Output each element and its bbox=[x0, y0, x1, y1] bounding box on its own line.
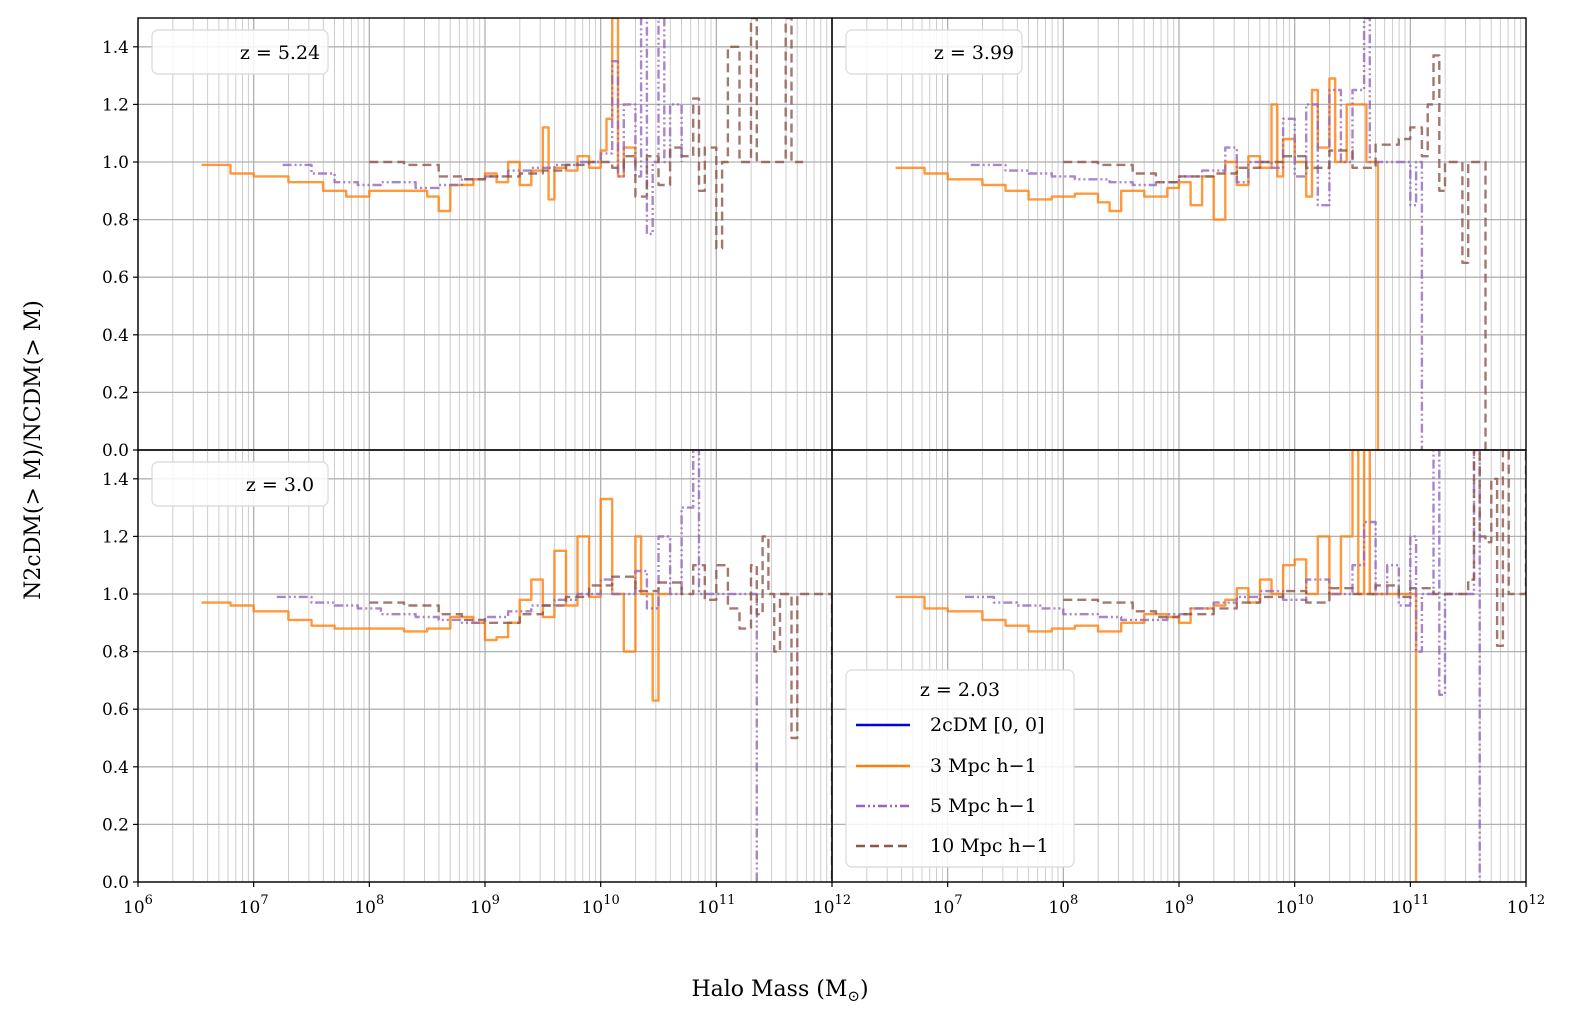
series-line-mpc10-panel-1 bbox=[1063, 54, 1487, 450]
y-tick-label: 1.0 bbox=[102, 153, 129, 173]
x-axis-title: Halo Mass (M⊙) bbox=[691, 977, 868, 1005]
legend-label-3mpc: 3 Mpc h−1 bbox=[930, 755, 1037, 777]
legend-label-5mpc: 5 Mpc h−1 bbox=[930, 795, 1037, 817]
x-tick-label: 1010 bbox=[582, 893, 620, 918]
y-tick-label: 0.0 bbox=[102, 441, 129, 461]
panel-2: z = 3.0 bbox=[137, 449, 833, 883]
y-tick-label: 0.8 bbox=[102, 211, 129, 231]
y-tick-label: 0.2 bbox=[102, 815, 129, 835]
series-line-mpc5-panel-2 bbox=[276, 450, 758, 882]
ticks-layer: 0.0 0.2 0.4 0.6 0.8 1.0 1.2 1.4 0.0 0.2 0.4 0.6 0.8 1… bbox=[102, 38, 1545, 918]
legend-label-10mpc: 10 Mpc h−1 bbox=[930, 835, 1049, 857]
y-axis-title: N2cDM(> M)/NCDM(> M) bbox=[21, 300, 46, 600]
series-line-mpc10-panel-0 bbox=[369, 18, 804, 250]
series-group-2 bbox=[201, 450, 832, 882]
panel-3 bbox=[831, 449, 1527, 883]
panel-label-box-2 bbox=[151, 461, 329, 507]
y-tick-label: 0.2 bbox=[102, 383, 129, 403]
legend: z = 2.03 2cDM [0, 0] 3 Mpc h−1 5 Mpc h−1… bbox=[845, 669, 1075, 868]
series-line-mpc5-panel-0 bbox=[282, 18, 683, 236]
panel-label-box-0 bbox=[151, 29, 329, 75]
y-tick-label: 1.4 bbox=[102, 38, 129, 58]
y-tick-label: 0.4 bbox=[102, 758, 129, 778]
panel-label-0: z = 5.24 bbox=[240, 42, 320, 64]
series-line-mpc5-panel-3 bbox=[965, 450, 1481, 882]
panel-label-1: z = 3.99 bbox=[934, 42, 1014, 64]
y-tick-label: 0.6 bbox=[102, 268, 129, 288]
x-tick-label: 1011 bbox=[1391, 893, 1429, 918]
x-tick-label: 109 bbox=[470, 893, 500, 918]
x-axis-title-sub: ⊙ bbox=[847, 987, 860, 1005]
legend-label-2cdm: 2cDM [0, 0] bbox=[930, 714, 1045, 736]
series-group-1 bbox=[895, 18, 1487, 450]
y-tick-label: 1.2 bbox=[102, 95, 129, 115]
y-tick-label: 0.0 bbox=[102, 873, 129, 893]
x-tick-label: 107 bbox=[239, 893, 269, 918]
panel-label-box-1 bbox=[845, 29, 1023, 75]
x-tick-label: 108 bbox=[1048, 893, 1078, 918]
x-tick-label: 1011 bbox=[697, 893, 735, 918]
y-tick-label: 0.4 bbox=[102, 326, 129, 346]
x-tick-label: 1012 bbox=[813, 893, 851, 918]
x-tick-label: 108 bbox=[354, 893, 384, 918]
series-group-3 bbox=[895, 450, 1526, 882]
series-line-mpc3-panel-0 bbox=[201, 18, 637, 213]
x-axis-title-text: Halo Mass (M bbox=[691, 977, 847, 1002]
x-tick-label: 109 bbox=[1164, 893, 1194, 918]
series-line-mpc3-panel-3 bbox=[895, 450, 1418, 882]
y-tick-label: 1.2 bbox=[102, 527, 129, 547]
legend-box bbox=[845, 669, 1075, 868]
panels-layer: z = 5.24 z = 3.99 z = 3.0 bbox=[137, 17, 1527, 883]
x-axis-title-close: ) bbox=[860, 977, 869, 1002]
y-tick-label: 1.4 bbox=[102, 470, 129, 490]
panel-0: z = 5.24 bbox=[137, 17, 833, 451]
x-tick-label: 1012 bbox=[1507, 893, 1545, 918]
y-tick-label: 0.8 bbox=[102, 643, 129, 663]
series-line-mpc5-panel-1 bbox=[970, 18, 1424, 450]
x-tick-label: 107 bbox=[933, 893, 963, 918]
series-line-mpc10-panel-3 bbox=[1063, 450, 1526, 647]
y-tick-label: 1.0 bbox=[102, 585, 129, 605]
x-tick-label: 106 bbox=[123, 893, 153, 918]
panel-1: z = 3.99 bbox=[831, 17, 1527, 451]
series-group-0 bbox=[201, 18, 804, 250]
legend-title: z = 2.03 bbox=[920, 679, 1000, 701]
panel-label-2: z = 3.0 bbox=[246, 474, 314, 496]
series-line-mpc10-panel-2 bbox=[369, 535, 832, 882]
series-line-mpc3-panel-2 bbox=[201, 497, 671, 702]
x-tick-label: 1010 bbox=[1276, 893, 1314, 918]
y-tick-label: 0.6 bbox=[102, 700, 129, 720]
